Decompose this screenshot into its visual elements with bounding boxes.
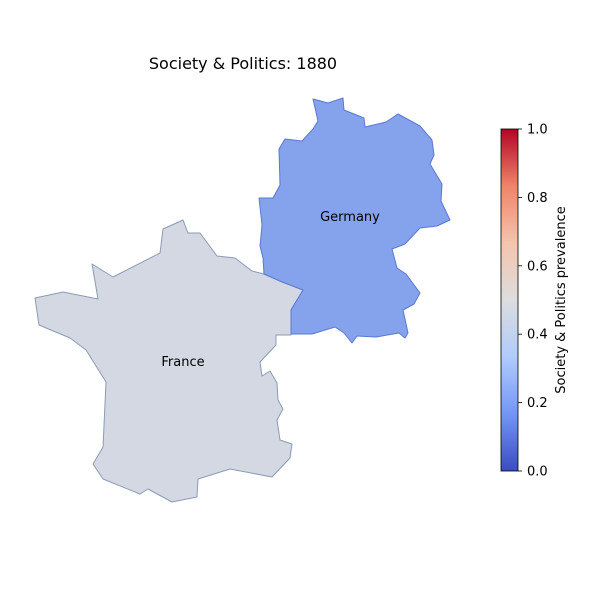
region-germany[interactable] xyxy=(258,97,451,344)
colorbar: 0.0 0.2 0.4 0.6 0.8 1.0 Society & Politics pr… xyxy=(500,123,569,480)
colorbar-ticks: 0.0 0.2 0.4 0.6 0.8 1.0 xyxy=(518,123,548,480)
colorbar-gradient-bar xyxy=(500,128,519,472)
region-label-france: France xyxy=(161,355,204,370)
colorbar-tick-label: 0.6 xyxy=(527,259,548,274)
colorbar-label: Society & Politics prevalence xyxy=(554,206,569,393)
region-label-germany: Germany xyxy=(320,210,380,225)
colorbar-tick-label: 0.8 xyxy=(527,191,548,206)
region-france[interactable] xyxy=(34,219,304,503)
colorbar-tick-label: 0.4 xyxy=(527,328,548,343)
colorbar-tick-label: 0.0 xyxy=(527,465,548,480)
map-title: Society & Politics: 1880 xyxy=(149,54,337,73)
colorbar-tick-label: 0.2 xyxy=(527,396,548,411)
colorbar-tick-label: 1.0 xyxy=(527,123,548,138)
